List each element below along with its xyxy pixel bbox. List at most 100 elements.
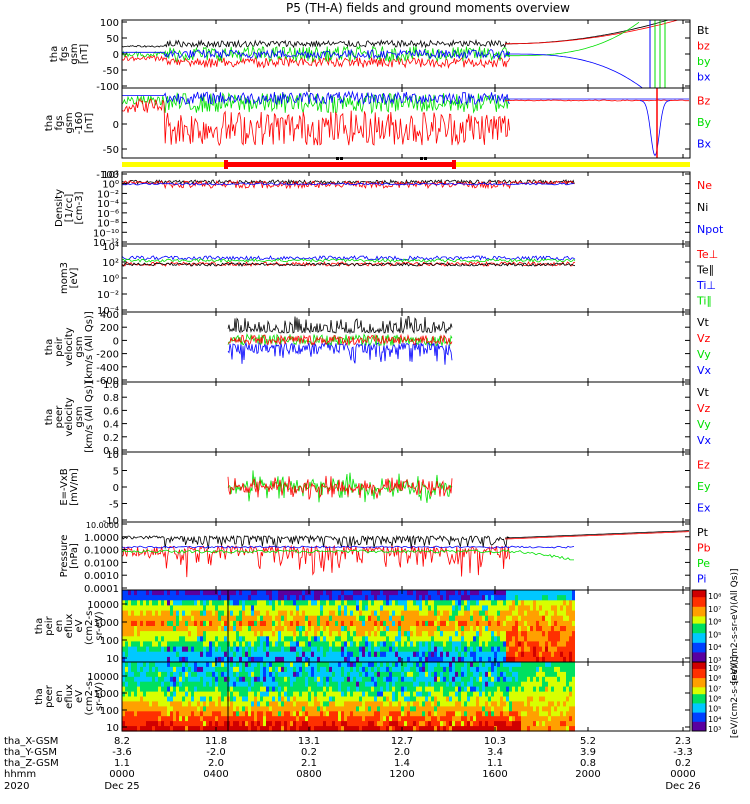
spectrogram-cell bbox=[257, 636, 260, 642]
spectrogram-cell bbox=[461, 626, 464, 632]
spectrogram-cell bbox=[557, 691, 560, 698]
spectrogram-cell bbox=[566, 706, 569, 712]
spectrogram-cell bbox=[260, 671, 263, 678]
spectrogram-cell bbox=[467, 636, 470, 642]
spectrogram-cell bbox=[314, 641, 317, 648]
spectrogram-cell bbox=[125, 666, 128, 673]
spectrogram-cell bbox=[410, 691, 413, 698]
spectrogram-cell bbox=[218, 651, 221, 658]
spectrogram-cell bbox=[365, 626, 368, 632]
spectrogram-cell bbox=[185, 656, 188, 663]
x-axis-tick-value: 2.3 bbox=[675, 736, 691, 747]
spectrogram-cell bbox=[287, 620, 290, 627]
spectrogram-cell bbox=[176, 711, 179, 717]
spectrogram-cell bbox=[191, 600, 194, 606]
spectrogram-cell bbox=[371, 726, 374, 732]
spectrogram-cell bbox=[491, 590, 494, 596]
spectrogram-cell bbox=[389, 620, 392, 627]
spectrogram-cell bbox=[359, 662, 362, 668]
spectrogram-cell bbox=[572, 716, 575, 722]
spectrogram-cell bbox=[506, 721, 509, 727]
spectrogram-cell bbox=[233, 641, 236, 648]
spectrogram-cell bbox=[260, 656, 263, 663]
spectrogram-cell bbox=[554, 701, 557, 707]
spectrogram-cell bbox=[305, 595, 308, 601]
spectrogram-cell bbox=[419, 641, 422, 648]
spectrogram-cell bbox=[308, 626, 311, 632]
spectrogram-cell bbox=[158, 696, 161, 702]
spectrogram-cell bbox=[173, 651, 176, 658]
spectrogram-cell bbox=[251, 641, 254, 648]
spectrogram-cell bbox=[122, 595, 125, 601]
spectrogram-cell bbox=[545, 691, 548, 698]
colorbar-cell bbox=[692, 710, 706, 714]
spectrogram-cell bbox=[377, 651, 380, 658]
spectrogram-cell bbox=[386, 651, 389, 658]
spectrogram-cell bbox=[386, 615, 389, 622]
spectrogram-cell bbox=[515, 721, 518, 727]
spectrogram-cell bbox=[521, 686, 524, 693]
spectrogram-cell bbox=[422, 696, 425, 702]
spectrogram-cell bbox=[437, 706, 440, 712]
spectrogram-cell bbox=[275, 646, 278, 653]
spectrogram-cell bbox=[338, 600, 341, 606]
spectrogram-cell bbox=[545, 595, 548, 601]
spectrogram-cell bbox=[488, 590, 491, 596]
spectrogram-cell bbox=[434, 681, 437, 688]
spectrogram-cell bbox=[212, 701, 215, 707]
spectrogram-cell bbox=[461, 651, 464, 658]
spectrogram-cell bbox=[416, 711, 419, 717]
spectrogram-cell bbox=[353, 662, 356, 668]
spectrogram-cell bbox=[485, 656, 488, 663]
spectrogram-cell bbox=[416, 595, 419, 601]
spectrogram-cell bbox=[551, 590, 554, 596]
spectrogram-cell bbox=[473, 706, 476, 712]
spectrogram-cell bbox=[263, 595, 266, 601]
spectrogram-cell bbox=[185, 676, 188, 683]
spectrogram-cell bbox=[440, 686, 443, 693]
spectrogram-cell bbox=[272, 656, 275, 663]
status-bar-layer bbox=[122, 157, 690, 169]
spectrogram-cell bbox=[404, 636, 407, 642]
spectrogram-cell bbox=[431, 631, 434, 637]
spectrogram-cell bbox=[476, 620, 479, 627]
spectrogram-cell bbox=[452, 691, 455, 698]
spectrogram-cell bbox=[428, 636, 431, 642]
spectrogram-cell bbox=[560, 651, 563, 658]
spectrogram-cell bbox=[332, 701, 335, 707]
spectrogram-cell bbox=[239, 676, 242, 683]
colorbar-title: [eV/(cm2-s-sr-eV)] bbox=[730, 656, 740, 738]
spectrogram-cell bbox=[242, 595, 245, 601]
spectrogram-cell bbox=[203, 600, 206, 606]
spectrogram-cell bbox=[434, 686, 437, 693]
spectrogram-cell bbox=[533, 656, 536, 663]
spectrogram-cell bbox=[500, 676, 503, 683]
spectrogram-cell bbox=[155, 701, 158, 707]
spectrogram-cell bbox=[299, 636, 302, 642]
spectrogram-cell bbox=[197, 676, 200, 683]
spectrogram-cell bbox=[440, 631, 443, 637]
spectrogram-cell bbox=[182, 721, 185, 727]
spectrogram-cell bbox=[164, 651, 167, 658]
spectrogram-cell bbox=[275, 626, 278, 632]
spectrogram-cell bbox=[563, 615, 566, 622]
spectrogram-cell bbox=[200, 610, 203, 617]
spectrogram-cell bbox=[557, 711, 560, 717]
spectrogram-cell bbox=[476, 666, 479, 673]
spectrogram-cell bbox=[563, 651, 566, 658]
spectrogram-cell bbox=[281, 656, 284, 663]
spectrogram-cell bbox=[158, 605, 161, 612]
spectrogram-cell bbox=[356, 646, 359, 653]
spectrogram-cell bbox=[302, 641, 305, 648]
spectrogram-cell bbox=[413, 590, 416, 596]
spectrogram-cell bbox=[284, 726, 287, 732]
spectrogram-cell bbox=[152, 641, 155, 648]
spectrogram-cell bbox=[539, 696, 542, 702]
spectrogram-cell bbox=[407, 662, 410, 668]
spectrogram-cell bbox=[467, 605, 470, 612]
spectrogram-cell bbox=[254, 706, 257, 712]
spectrogram-cell bbox=[458, 696, 461, 702]
spectrogram-cell bbox=[266, 706, 269, 712]
spectrogram-cell bbox=[473, 676, 476, 683]
spectrogram-cell bbox=[146, 631, 149, 637]
